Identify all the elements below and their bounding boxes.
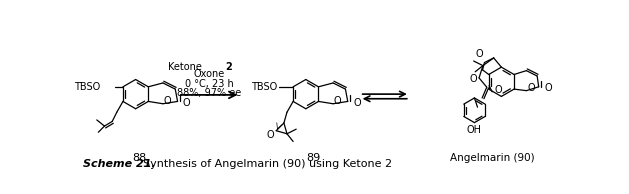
Text: O: O — [544, 83, 552, 93]
Text: TBSO: TBSO — [252, 82, 278, 92]
Text: Angelmarin (90): Angelmarin (90) — [450, 153, 535, 163]
Text: O: O — [334, 96, 342, 107]
Text: 88%, 97% ee: 88%, 97% ee — [177, 88, 242, 98]
Text: Synthesis of Angelmarin (90) using Ketone 2: Synthesis of Angelmarin (90) using Keton… — [136, 159, 392, 169]
Text: TBSO: TBSO — [74, 82, 100, 92]
Text: 0 °C, 23 h: 0 °C, 23 h — [185, 79, 233, 89]
Text: Oxone: Oxone — [194, 69, 225, 80]
Text: O: O — [527, 83, 535, 93]
Text: O: O — [266, 130, 274, 140]
Text: 2: 2 — [226, 62, 232, 72]
Text: 88: 88 — [132, 153, 147, 163]
Text: O: O — [164, 96, 171, 107]
Text: O: O — [183, 98, 191, 108]
Text: O: O — [494, 85, 502, 95]
Text: O: O — [353, 98, 361, 108]
Text: OH: OH — [467, 125, 482, 135]
Text: O: O — [469, 74, 477, 85]
Text: 89: 89 — [306, 153, 321, 163]
Text: Scheme 21.: Scheme 21. — [83, 159, 156, 169]
Text: O: O — [476, 49, 483, 60]
Text: Ketone: Ketone — [169, 62, 205, 72]
